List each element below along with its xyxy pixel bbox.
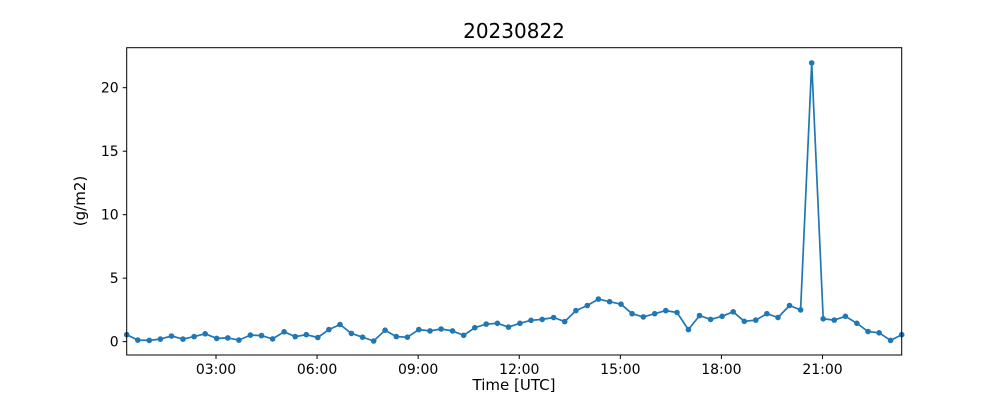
- data-point: [719, 313, 725, 320]
- data-point: [146, 337, 153, 344]
- data-point: [337, 321, 343, 328]
- data-point: [438, 326, 444, 332]
- data-point: [573, 307, 579, 314]
- data-point: [764, 310, 770, 317]
- x-tick-label: 09:00: [398, 362, 438, 378]
- x-tick-label: 06:00: [297, 362, 337, 378]
- chart-title: 20230822: [463, 19, 565, 43]
- data-point: [213, 335, 220, 342]
- data-point: [416, 326, 422, 333]
- data-point: [674, 309, 680, 316]
- y-tick-label: 10: [101, 208, 119, 224]
- data-point: [775, 314, 781, 321]
- data-point: [696, 312, 703, 319]
- data-point: [663, 307, 669, 314]
- data-point: [629, 310, 635, 317]
- data-point: [854, 320, 860, 327]
- data-point: [326, 326, 332, 333]
- x-tick-label: 03:00: [196, 362, 236, 378]
- data-point: [258, 332, 265, 339]
- data-point: [449, 328, 456, 334]
- x-tick-label: 21:00: [802, 362, 842, 378]
- data-point: [618, 301, 624, 308]
- y-axis-label: (g/m2): [71, 176, 89, 226]
- data-point: [561, 318, 568, 325]
- data-point: [157, 336, 164, 342]
- data-point: [404, 334, 411, 341]
- data-point: [651, 310, 658, 317]
- data-point: [842, 313, 849, 320]
- data-point: [281, 329, 287, 335]
- data-point: [427, 328, 433, 334]
- y-tick-label: 5: [110, 271, 119, 287]
- data-point: [247, 332, 254, 338]
- data-point: [606, 298, 613, 305]
- data-point: [741, 318, 748, 325]
- plot-area: 03:00 06:00 09:00 12:00 15:00 18:00 21:00 0 5 10 1…: [101, 47, 905, 378]
- data-point: [786, 302, 793, 309]
- x-axis-label: Time [UTC]: [472, 376, 556, 394]
- data-point: [831, 317, 838, 323]
- data-point: [303, 331, 310, 338]
- axes-frame: [126, 47, 903, 356]
- data-point: [797, 307, 804, 313]
- data-line: [126, 62, 903, 342]
- data-point: [370, 338, 377, 344]
- data-point: [292, 333, 299, 340]
- data-point: [472, 324, 478, 331]
- data-point: [753, 317, 759, 323]
- data-point: [876, 330, 882, 336]
- data-point: [584, 302, 591, 309]
- data-point: [359, 334, 366, 341]
- x-tick-label: 12:00: [499, 362, 539, 378]
- data-point: [865, 328, 871, 335]
- data-point: [225, 335, 231, 341]
- data-point: [539, 316, 545, 323]
- x-tick-label: 18:00: [701, 362, 741, 378]
- data-point: [505, 324, 512, 330]
- data-point: [393, 333, 400, 340]
- data-point: [460, 332, 467, 339]
- data-point: [269, 336, 276, 342]
- data-point: [640, 314, 647, 320]
- data-point: [528, 317, 534, 324]
- data-point: [550, 314, 557, 321]
- data-point: [820, 316, 826, 322]
- data-point: [202, 331, 208, 337]
- data-point: [707, 316, 714, 323]
- x-tick-label: 15:00: [600, 362, 640, 378]
- data-point: [191, 333, 197, 340]
- data-point: [730, 309, 736, 315]
- data-point: [348, 330, 355, 337]
- data-point: [168, 333, 175, 339]
- data-point: [315, 334, 321, 341]
- data-point: [180, 336, 186, 342]
- data-point: [135, 337, 141, 343]
- data-point: [808, 60, 815, 66]
- data-point: [595, 296, 602, 302]
- y-tick-label: 20: [101, 81, 119, 97]
- data-point: [483, 321, 490, 327]
- y-tick-label: 15: [101, 144, 119, 160]
- y-tick-label: 0: [110, 335, 119, 351]
- data-point: [685, 326, 692, 333]
- data-point: [494, 320, 501, 327]
- data-point: [887, 337, 894, 344]
- data-point: [236, 337, 242, 343]
- data-point: [382, 327, 388, 334]
- data-point: [517, 320, 523, 327]
